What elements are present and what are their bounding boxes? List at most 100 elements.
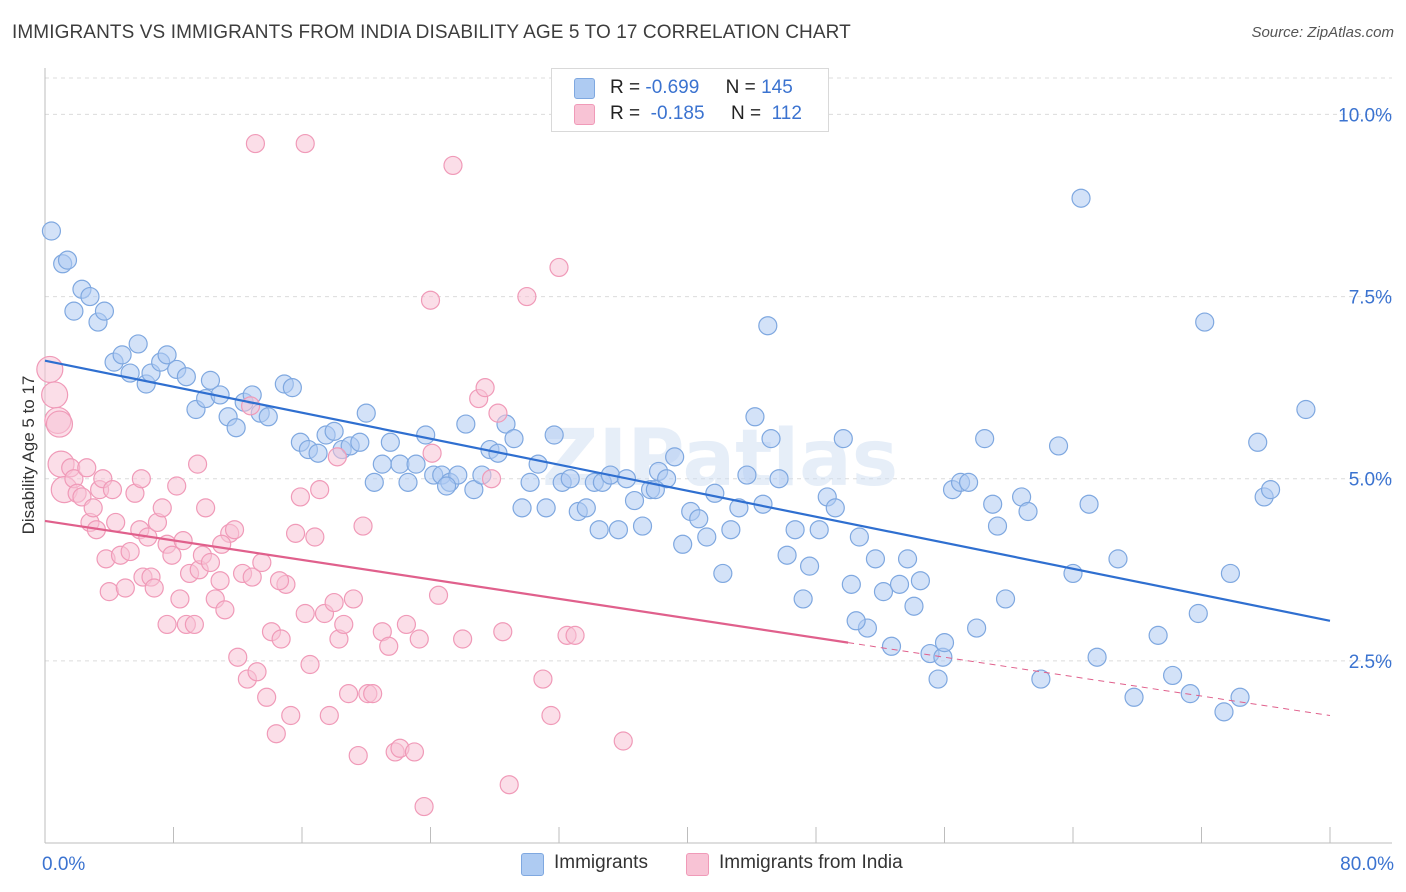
source-credit: Source: ZipAtlas.com bbox=[1251, 24, 1394, 41]
data-point bbox=[825, 498, 845, 518]
trend-line-india bbox=[44, 519, 849, 644]
data-point bbox=[1214, 702, 1234, 722]
data-point bbox=[380, 432, 400, 452]
data-point bbox=[409, 629, 429, 649]
legend-swatch-india bbox=[574, 104, 595, 125]
y-tick-label: 5.0% bbox=[1349, 470, 1392, 491]
data-point bbox=[873, 582, 894, 602]
data-point bbox=[422, 443, 442, 463]
data-point bbox=[187, 454, 208, 474]
data-point bbox=[512, 498, 532, 518]
data-point bbox=[212, 534, 232, 554]
data-point bbox=[404, 742, 425, 762]
data-point bbox=[144, 578, 164, 598]
data-point bbox=[241, 396, 261, 416]
data-point bbox=[975, 429, 995, 449]
data-point bbox=[305, 527, 325, 547]
data-point bbox=[1108, 549, 1128, 569]
data-point bbox=[200, 370, 221, 390]
data-point bbox=[282, 378, 302, 398]
data-point bbox=[608, 520, 629, 540]
legend-n-value: 112 bbox=[771, 103, 802, 124]
data-point bbox=[737, 465, 757, 485]
data-point bbox=[499, 775, 519, 795]
data-point bbox=[94, 301, 115, 321]
data-point bbox=[705, 483, 725, 503]
data-point bbox=[1220, 563, 1241, 584]
data-point bbox=[528, 454, 548, 474]
trend-line-immigrants bbox=[44, 359, 1331, 622]
data-point bbox=[242, 567, 262, 587]
data-point bbox=[493, 622, 513, 642]
data-point bbox=[131, 469, 151, 489]
data-point bbox=[36, 355, 64, 384]
data-point bbox=[456, 414, 476, 434]
data-point bbox=[196, 498, 216, 518]
legend-swatch bbox=[521, 853, 544, 876]
data-point bbox=[170, 589, 190, 609]
tick-labels: 2.5% 5.0% 7.5% 10.0% 0.0% 80.0% bbox=[42, 105, 1394, 875]
data-point bbox=[343, 589, 363, 609]
series-legend: Immigrants Immigrants from India bbox=[0, 851, 1406, 879]
data-point bbox=[1079, 494, 1099, 514]
data-point bbox=[364, 472, 384, 492]
data-point bbox=[549, 257, 569, 278]
data-point bbox=[247, 662, 267, 682]
data-point bbox=[983, 494, 1003, 514]
data-point bbox=[1148, 625, 1168, 645]
data-point bbox=[363, 684, 383, 704]
data-point bbox=[1180, 684, 1200, 704]
data-point bbox=[80, 286, 100, 307]
data-point bbox=[348, 745, 368, 766]
data-point bbox=[266, 724, 286, 744]
data-point bbox=[414, 796, 434, 817]
data-point bbox=[120, 541, 140, 562]
data-point bbox=[379, 636, 399, 656]
data-point bbox=[157, 614, 177, 635]
data-point bbox=[45, 410, 74, 438]
data-point bbox=[334, 614, 354, 635]
data-point bbox=[252, 552, 272, 573]
data-point bbox=[420, 290, 441, 310]
data-point bbox=[987, 516, 1008, 536]
data-point bbox=[475, 378, 495, 398]
data-point bbox=[308, 443, 328, 463]
data-point bbox=[799, 556, 820, 576]
data-point bbox=[184, 614, 204, 635]
data-point bbox=[849, 527, 869, 547]
data-point bbox=[928, 669, 948, 689]
data-point bbox=[167, 476, 187, 496]
data-point bbox=[436, 476, 457, 496]
data-point bbox=[520, 472, 540, 492]
data-point bbox=[841, 574, 861, 594]
data-point bbox=[613, 731, 633, 751]
data-point bbox=[1087, 647, 1107, 667]
data-point bbox=[504, 429, 524, 449]
data-point bbox=[258, 407, 278, 427]
data-point bbox=[428, 585, 449, 605]
data-point bbox=[295, 133, 315, 154]
data-point bbox=[102, 480, 123, 500]
data-point bbox=[83, 498, 103, 518]
data-point bbox=[338, 684, 359, 704]
data-point bbox=[833, 429, 853, 449]
data-point bbox=[865, 549, 886, 569]
data-point bbox=[1018, 501, 1038, 522]
data-point bbox=[443, 155, 463, 176]
x-tick-label: 0.0% bbox=[42, 854, 85, 875]
data-point bbox=[481, 469, 502, 489]
data-point bbox=[324, 592, 344, 613]
data-point bbox=[713, 563, 733, 584]
correlation-legend: R = -0.699 N = 145 R = -0.185 N = 112 bbox=[551, 68, 829, 132]
data-point bbox=[295, 603, 315, 624]
legend-n-value: 145 bbox=[761, 77, 793, 98]
y-tick-label: 2.5% bbox=[1349, 652, 1392, 673]
data-point bbox=[310, 480, 330, 500]
data-point bbox=[396, 614, 417, 635]
data-point bbox=[565, 625, 585, 645]
y-tick-label: 7.5% bbox=[1349, 288, 1392, 309]
data-point bbox=[112, 345, 132, 365]
data-point bbox=[372, 454, 392, 474]
data-point bbox=[41, 381, 69, 409]
